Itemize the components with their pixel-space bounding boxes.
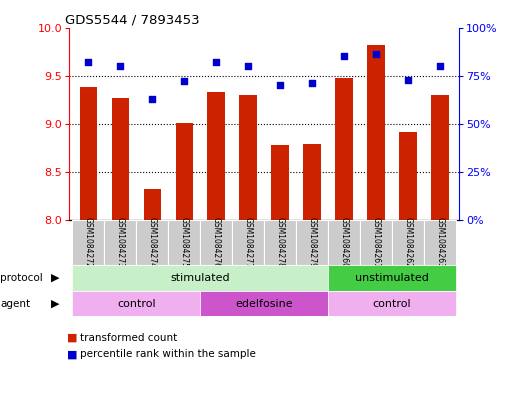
Point — [308, 80, 316, 86]
Bar — [328, 265, 456, 291]
Text: GSM1084274: GSM1084274 — [148, 217, 157, 268]
Text: GSM1084263: GSM1084263 — [436, 217, 444, 268]
Point — [404, 76, 412, 83]
Point — [276, 82, 284, 88]
Text: ■: ■ — [67, 349, 77, 360]
Text: GSM1084260: GSM1084260 — [340, 217, 349, 268]
Bar — [296, 220, 328, 265]
Point — [212, 59, 221, 65]
Bar — [200, 220, 232, 265]
Point — [340, 53, 348, 59]
Bar — [144, 189, 161, 220]
Text: ▶: ▶ — [50, 273, 59, 283]
Text: transformed count: transformed count — [80, 333, 177, 343]
Bar — [303, 144, 321, 220]
Bar — [264, 220, 296, 265]
Bar — [424, 220, 456, 265]
Bar — [72, 291, 200, 316]
Text: GSM1084276: GSM1084276 — [212, 217, 221, 268]
Bar — [431, 95, 449, 220]
Point — [84, 59, 92, 65]
Text: GSM1084261: GSM1084261 — [371, 217, 381, 268]
Point — [436, 63, 444, 69]
Text: GDS5544 / 7893453: GDS5544 / 7893453 — [65, 13, 200, 26]
Bar — [200, 291, 328, 316]
Bar — [399, 132, 417, 220]
Text: GSM1084278: GSM1084278 — [275, 217, 285, 268]
Bar — [72, 265, 328, 291]
Bar — [232, 220, 264, 265]
Point — [148, 95, 156, 102]
Bar — [271, 145, 289, 220]
Text: control: control — [117, 299, 155, 309]
Bar — [168, 220, 200, 265]
Bar — [367, 45, 385, 220]
Text: GSM1084279: GSM1084279 — [308, 217, 317, 268]
Bar — [112, 98, 129, 220]
Text: ▶: ▶ — [50, 299, 59, 309]
Bar — [136, 220, 168, 265]
Bar — [336, 77, 353, 220]
Bar — [72, 220, 105, 265]
Text: ■: ■ — [67, 333, 77, 343]
Point — [372, 51, 380, 58]
Bar — [207, 92, 225, 220]
Text: percentile rank within the sample: percentile rank within the sample — [80, 349, 255, 360]
Text: agent: agent — [0, 299, 30, 309]
Bar — [105, 220, 136, 265]
Text: unstimulated: unstimulated — [355, 273, 429, 283]
Text: protocol: protocol — [0, 273, 43, 283]
Bar — [360, 220, 392, 265]
Point — [244, 63, 252, 69]
Text: GSM1084273: GSM1084273 — [116, 217, 125, 268]
Bar — [240, 95, 257, 220]
Text: GSM1084262: GSM1084262 — [404, 217, 412, 268]
Text: stimulated: stimulated — [170, 273, 230, 283]
Text: GSM1084275: GSM1084275 — [180, 217, 189, 268]
Text: GSM1084272: GSM1084272 — [84, 217, 93, 268]
Point — [180, 78, 188, 84]
Point — [116, 63, 125, 69]
Text: edelfosine: edelfosine — [235, 299, 293, 309]
Bar — [80, 87, 97, 220]
Text: GSM1084277: GSM1084277 — [244, 217, 253, 268]
Bar — [175, 123, 193, 220]
Bar — [328, 220, 360, 265]
Text: control: control — [373, 299, 411, 309]
Bar — [328, 291, 456, 316]
Bar — [392, 220, 424, 265]
